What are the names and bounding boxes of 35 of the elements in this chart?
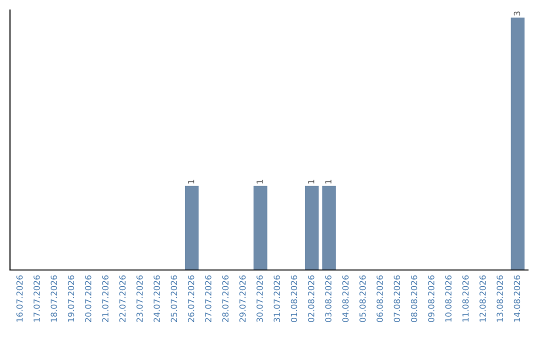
data-label: 1: [325, 180, 332, 184]
x-tick-label: 09.08.2026: [428, 275, 434, 322]
x-tick-label: 19.07.2026: [68, 275, 74, 322]
x-tick-label: 10.08.2026: [445, 275, 452, 322]
x-tick-label: 01.08.2026: [290, 275, 298, 322]
x-tick-label: 22.07.2026: [119, 275, 126, 322]
x-tick-label: 03.08.2026: [325, 275, 332, 322]
x-tick-label: 16.07.2026: [16, 275, 23, 322]
x-tick-label: 24.07.2026: [154, 275, 160, 322]
x-tick-label: 18.07.2026: [50, 275, 58, 322]
x-tick-label: 31.07.2026: [274, 275, 280, 322]
x-tick-label: 17.07.2026: [34, 275, 40, 322]
x-tick-label: 06.08.2026: [376, 275, 383, 322]
data-label: 3: [514, 12, 520, 16]
x-tick-label: 25.07.2026: [170, 275, 178, 322]
x-tick-label: 27.07.2026: [205, 275, 212, 322]
x-tick-label: 28.07.2026: [222, 275, 229, 322]
x-tick-label: 20.07.2026: [85, 275, 92, 322]
x-tick-label: 30.07.2026: [256, 275, 263, 322]
x-tick-label: 26.07.2026: [188, 275, 194, 322]
data-label: 1: [256, 180, 263, 184]
x-tick-label: 21.07.2026: [102, 275, 108, 322]
x-tick-label: 14.08.2026: [514, 275, 520, 322]
x-tick-label: 07.08.2026: [394, 275, 400, 322]
x-tick-label: 08.08.2026: [410, 275, 418, 322]
x-tick-label: 13.08.2026: [496, 275, 503, 322]
x-tick-label: 05.08.2026: [359, 275, 366, 322]
x-tick-label: 02.08.2026: [308, 275, 314, 322]
x-tick-label: 04.08.2026: [342, 275, 349, 322]
x-tick-label: 23.07.2026: [136, 275, 143, 322]
data-label: 1: [188, 180, 194, 184]
x-tick-label: 11.08.2026: [462, 275, 469, 322]
x-tick-label: 29.07.2026: [239, 275, 246, 322]
x-tick-label: 12.08.2026: [480, 275, 486, 322]
data-label: 1: [308, 180, 314, 184]
